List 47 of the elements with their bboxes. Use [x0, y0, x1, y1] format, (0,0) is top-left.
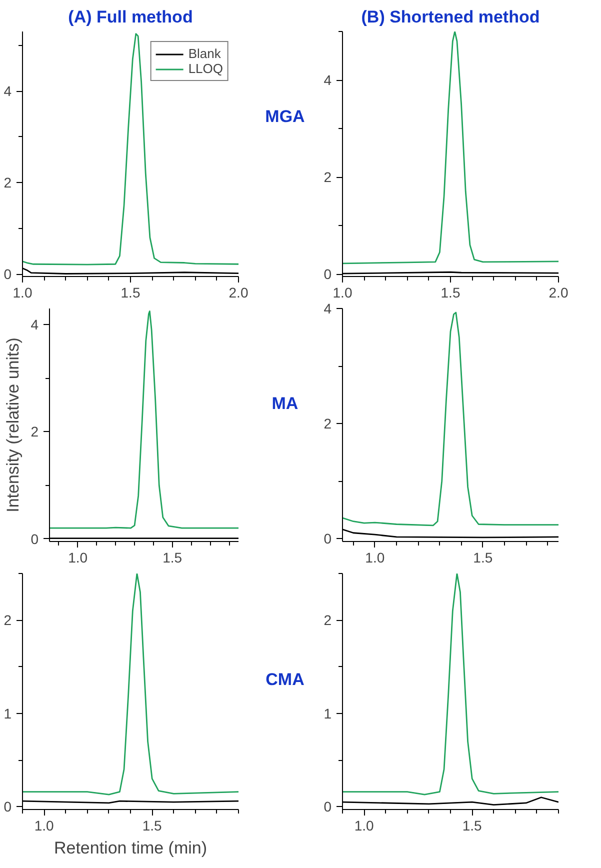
y-tick-label: 2 — [324, 169, 332, 186]
chart-title: (A) Full method — [68, 8, 193, 26]
x-tick-label: 1.0 — [68, 550, 88, 566]
x-tick-label: 1.5 — [120, 284, 140, 300]
y-tick-label: 1 — [324, 705, 332, 722]
y-tick-label: 0 — [30, 530, 39, 547]
y-tick-label: 0 — [4, 798, 12, 815]
x-axis-title: Retention time (min) — [54, 838, 208, 858]
x-tick-label: 1.5 — [473, 550, 493, 566]
y-tick-label: 0 — [4, 266, 12, 282]
y-tick-label: 4 — [4, 83, 12, 100]
x-tick-label: 1.5 — [440, 284, 460, 300]
y-tick-label: 0 — [324, 798, 332, 815]
chart-title: (B) Shortened method — [361, 8, 540, 26]
line-series — [22, 33, 238, 266]
legend-label: Blank — [188, 46, 221, 61]
y-tick-label: 4 — [30, 316, 39, 333]
x-tick-label: 1.0 — [354, 818, 374, 834]
y-tick-label: 2 — [324, 416, 332, 432]
legend-label: LLOQ — [188, 61, 223, 76]
x-tick-label: 2.0 — [548, 284, 568, 300]
text: MGA — [265, 106, 305, 128]
x-tick-label: 1.5 — [462, 818, 482, 834]
y-tick-label: 0 — [324, 266, 332, 282]
y-tick-label: 2 — [324, 612, 332, 628]
text: CMA — [266, 669, 304, 691]
line-series — [342, 574, 558, 796]
x-tick-label: 1.5 — [162, 550, 182, 566]
text: MA — [272, 393, 298, 415]
y-tick-label: 1 — [4, 705, 12, 722]
y-tick-label: 2 — [4, 612, 12, 628]
y-axis-title: Intensity (relative units) — [4, 338, 23, 512]
y-tick-label: 4 — [324, 300, 332, 316]
x-tick-label: 2.0 — [228, 284, 248, 300]
line-series — [22, 574, 238, 796]
line-series — [50, 310, 238, 529]
line-series — [342, 312, 558, 526]
y-tick-label: 0 — [324, 530, 332, 547]
y-tick-label: 2 — [30, 424, 39, 440]
line-series — [342, 32, 558, 264]
y-tick-label: 2 — [4, 174, 12, 191]
x-tick-label: 1.0 — [365, 550, 385, 566]
x-tick-label: 1.0 — [34, 818, 54, 834]
x-tick-label: 1.0 — [332, 284, 352, 300]
y-tick-label: 4 — [324, 72, 332, 88]
x-tick-label: 1.0 — [12, 284, 32, 300]
x-tick-label: 1.5 — [142, 818, 162, 834]
